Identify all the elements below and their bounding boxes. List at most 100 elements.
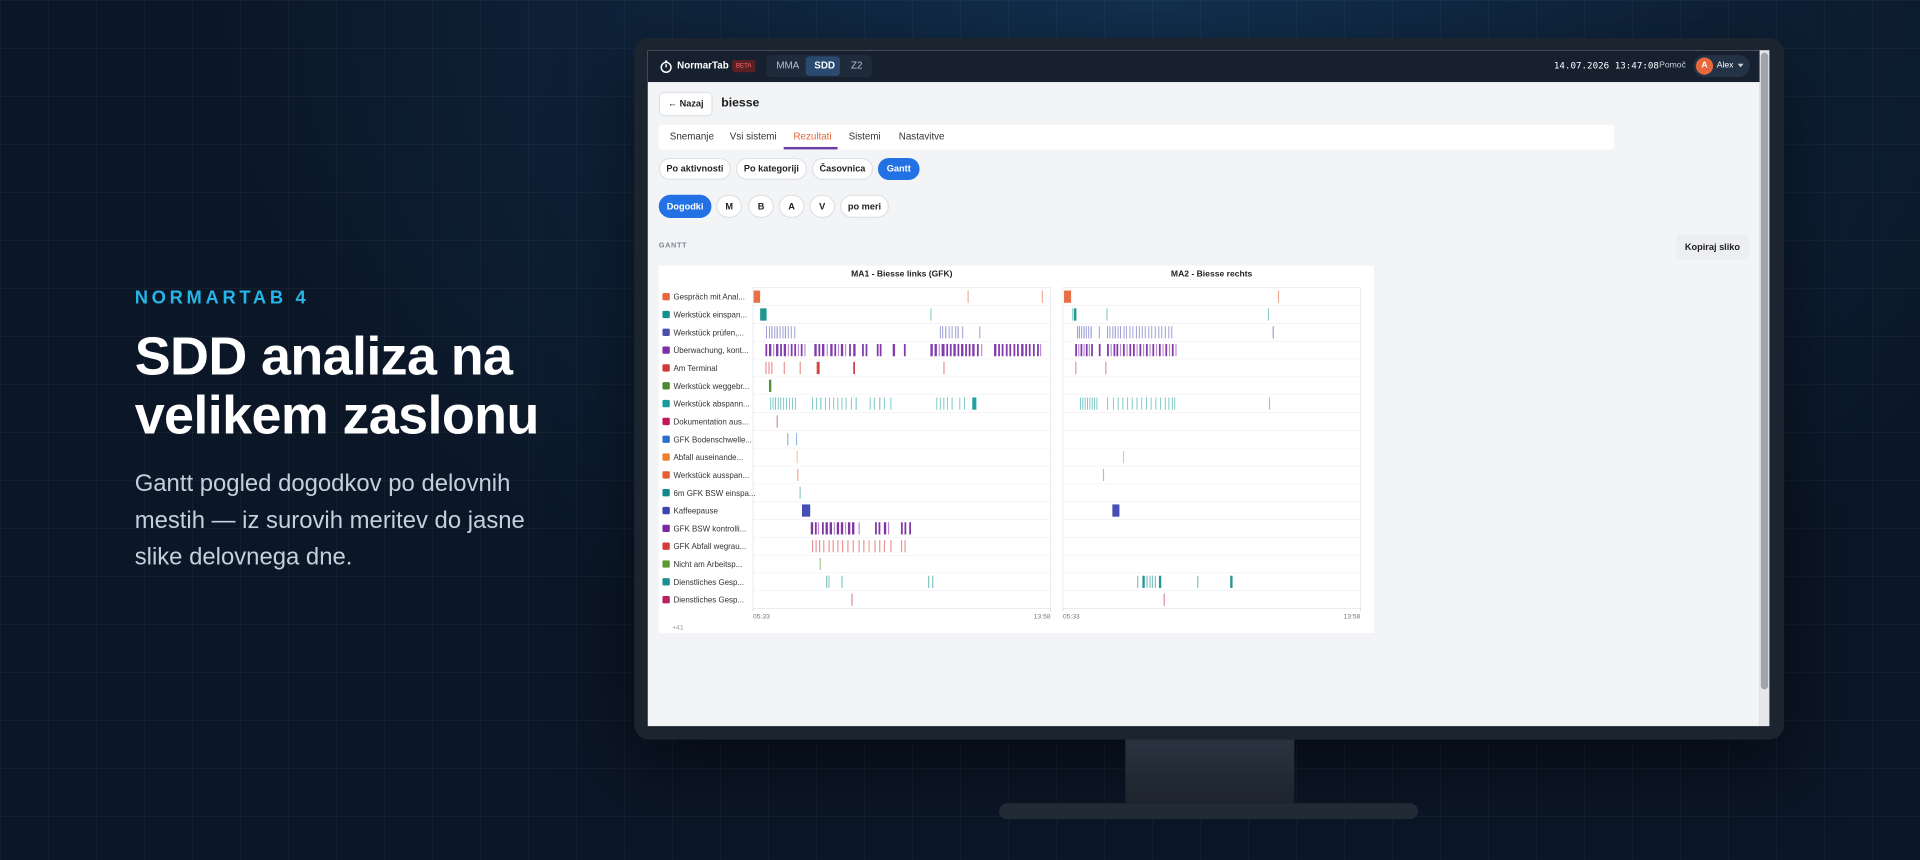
legend-swatch bbox=[662, 453, 670, 461]
chart-title: MA1 - Biesse links (GFK) bbox=[851, 269, 952, 279]
legend-swatch bbox=[662, 560, 670, 568]
event-bar bbox=[945, 326, 947, 339]
tab[interactable]: Vsi sistemi bbox=[729, 131, 777, 143]
legend-swatch bbox=[662, 489, 670, 497]
event-bar bbox=[951, 326, 953, 339]
event-bar bbox=[774, 397, 777, 410]
view-button[interactable]: Po aktivnosti bbox=[658, 157, 732, 181]
legend-swatch bbox=[662, 292, 670, 301]
view-button-active[interactable]: Gantt bbox=[877, 157, 920, 181]
event-bar bbox=[1125, 326, 1127, 339]
row-label: Am Terminal bbox=[673, 364, 717, 373]
event-bar bbox=[1162, 344, 1164, 357]
event-bar bbox=[816, 397, 818, 410]
event-bar bbox=[826, 344, 828, 357]
event-bar bbox=[787, 326, 789, 339]
event-bar bbox=[957, 326, 959, 339]
event-bar bbox=[768, 326, 770, 339]
filter-button[interactable]: M bbox=[716, 194, 743, 218]
event-bar bbox=[833, 522, 835, 535]
event-bar bbox=[939, 326, 941, 339]
filter-button-active[interactable]: Dogodki bbox=[658, 194, 712, 218]
event-bar bbox=[1040, 344, 1042, 357]
scrollbar[interactable] bbox=[1759, 50, 1770, 727]
view-button[interactable]: Po kategoriji bbox=[735, 157, 807, 181]
tab[interactable]: Nastavitve bbox=[898, 131, 945, 143]
event-bar bbox=[1112, 326, 1114, 339]
event-bar bbox=[790, 326, 792, 339]
section-label: GANTT bbox=[658, 242, 688, 250]
event-bar bbox=[1123, 326, 1125, 339]
event-bar bbox=[842, 540, 844, 553]
event-bar bbox=[1082, 397, 1084, 410]
mode-tab[interactable]: MMA bbox=[776, 60, 800, 72]
event-bar bbox=[811, 397, 813, 410]
event-bar bbox=[825, 522, 828, 535]
event-bar bbox=[930, 344, 933, 357]
legend-swatch bbox=[662, 578, 670, 586]
event-bar bbox=[887, 522, 890, 535]
event-bar bbox=[1087, 397, 1088, 410]
event-bar bbox=[1102, 468, 1105, 482]
event-bar bbox=[900, 540, 903, 553]
filter-button[interactable]: po meri bbox=[840, 194, 889, 218]
event-bar bbox=[1110, 344, 1112, 357]
event-bar bbox=[1129, 326, 1131, 339]
event-bar bbox=[837, 344, 840, 357]
event-bar bbox=[765, 361, 767, 375]
event-bar bbox=[1132, 326, 1134, 339]
event-bar bbox=[821, 522, 824, 535]
view-button[interactable]: Časovnica bbox=[811, 157, 874, 181]
legend-swatch bbox=[662, 399, 670, 408]
event-bar bbox=[981, 344, 983, 357]
event-bar bbox=[994, 344, 997, 357]
x-tick-label: 05:33 bbox=[1063, 613, 1080, 620]
beta-badge: BETA bbox=[732, 60, 756, 73]
monitor-base bbox=[999, 803, 1418, 820]
event-bar bbox=[858, 540, 860, 553]
event-bar bbox=[791, 397, 793, 410]
mode-tab[interactable]: SDD bbox=[814, 60, 835, 72]
event-bar bbox=[811, 540, 814, 553]
filter-button[interactable]: V bbox=[809, 194, 836, 218]
copy-button[interactable]: Kopiraj sliko bbox=[1676, 233, 1749, 260]
x-tick-label: 13:58 bbox=[1034, 613, 1051, 620]
back-button[interactable]: ← Nazaj bbox=[658, 91, 713, 117]
event-bar bbox=[1175, 344, 1177, 357]
event-bar bbox=[799, 486, 801, 499]
event-bar bbox=[1116, 344, 1119, 357]
tab-active[interactable]: Rezultati bbox=[793, 131, 832, 143]
event-bar bbox=[1197, 575, 1199, 588]
row-label: Dienstliches Gesp... bbox=[673, 596, 744, 605]
filter-button[interactable]: B bbox=[748, 194, 774, 218]
row-label: 6m GFK BSW einspa... bbox=[673, 489, 755, 498]
event-bar bbox=[844, 522, 847, 535]
filter-button[interactable]: A bbox=[778, 194, 805, 218]
event-bar bbox=[1107, 397, 1109, 410]
tab[interactable]: Sistemi bbox=[848, 131, 881, 143]
row-label: Werkstück prüfen,... bbox=[673, 328, 743, 337]
event-bar bbox=[1083, 326, 1085, 339]
mode-tab[interactable]: Z2 bbox=[851, 60, 863, 72]
event-bar bbox=[1081, 326, 1083, 339]
event-bar bbox=[1160, 397, 1162, 410]
event-bar bbox=[810, 522, 814, 535]
event-bar bbox=[1149, 344, 1151, 357]
event-bar bbox=[883, 522, 887, 535]
event-bar bbox=[777, 397, 779, 410]
scroll-thumb[interactable] bbox=[1760, 52, 1769, 690]
event-bar bbox=[1155, 397, 1157, 410]
event-bar bbox=[796, 433, 798, 446]
help-link[interactable]: Pomoč bbox=[1659, 61, 1686, 70]
event-bar bbox=[1041, 290, 1043, 303]
event-bar bbox=[1088, 326, 1090, 339]
row-label: Werkstück weggebr... bbox=[673, 382, 749, 391]
event-bar bbox=[1168, 344, 1171, 357]
avatar: A bbox=[1695, 57, 1714, 75]
event-bar bbox=[943, 397, 945, 410]
event-bar bbox=[821, 344, 825, 357]
tab[interactable]: Snemanje bbox=[669, 131, 714, 143]
event-bar bbox=[946, 344, 949, 357]
event-bar bbox=[819, 557, 821, 571]
event-bar bbox=[765, 344, 768, 357]
